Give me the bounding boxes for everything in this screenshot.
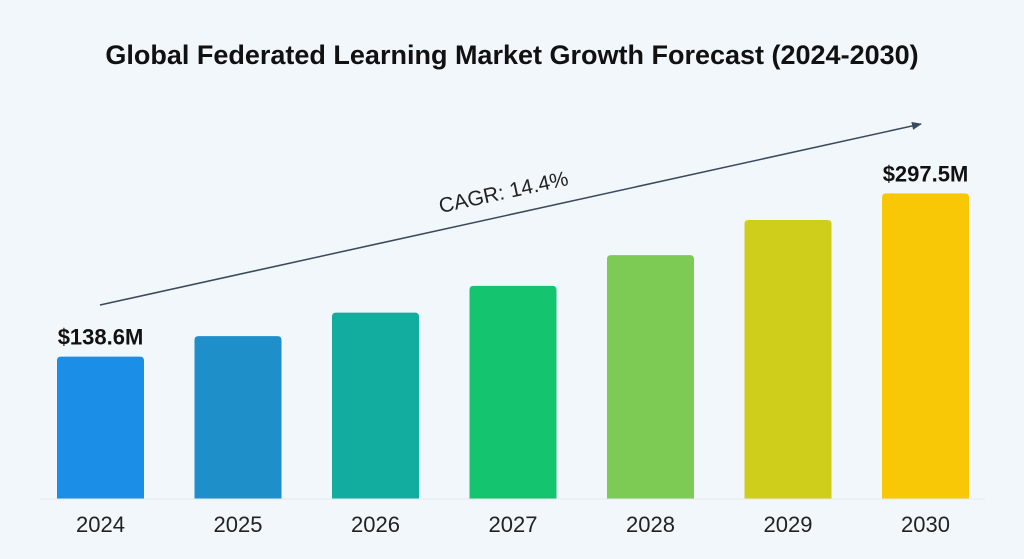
data-label-2024: $138.6M <box>58 325 144 350</box>
x-tick-2029: 2029 <box>764 512 813 537</box>
bar-2025 <box>194 336 282 499</box>
x-tick-2025: 2025 <box>214 512 263 537</box>
data-label-2030: $297.5M <box>883 161 969 186</box>
x-axis-tick-labels: 2024 2025 2026 2027 2028 2029 2030 <box>76 512 950 537</box>
cagr-trend-arrow <box>99 122 922 306</box>
chart-title: Global Federated Learning Market Growth … <box>105 40 918 70</box>
x-tick-2030: 2030 <box>901 512 950 537</box>
cagr-annotation: CAGR: 14.4% <box>437 167 571 218</box>
x-tick-2027: 2027 <box>489 512 538 537</box>
bar-2027 <box>469 285 557 499</box>
x-tick-2028: 2028 <box>626 512 675 537</box>
x-tick-2026: 2026 <box>351 512 400 537</box>
bar-2029 <box>744 219 832 499</box>
bars <box>57 193 969 500</box>
bar-2026 <box>332 312 419 499</box>
data-labels: $138.6M $297.5M <box>58 161 969 349</box>
bar-2024 <box>57 356 144 499</box>
x-tick-2024: 2024 <box>76 512 125 537</box>
bar-2030 <box>882 193 969 500</box>
bar-2028 <box>607 255 694 499</box>
